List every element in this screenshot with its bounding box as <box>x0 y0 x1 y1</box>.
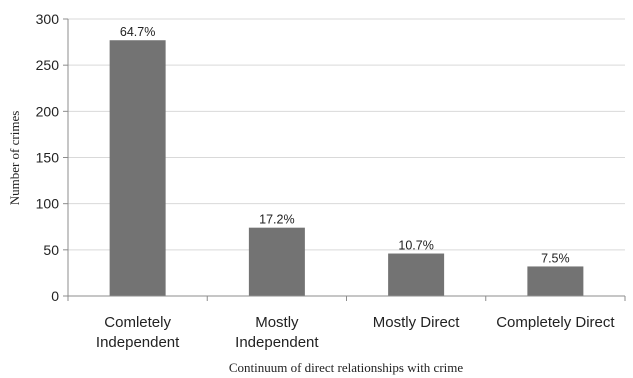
y-tick-label: 250 <box>36 57 60 73</box>
data-label: 17.2% <box>259 213 294 227</box>
data-label: 64.7% <box>120 25 155 39</box>
bar <box>527 266 584 296</box>
x-tick-labels: Comletely Independent Mostly Independent Mos… <box>96 314 615 351</box>
x-tick-label: Comletely Independent <box>96 314 180 351</box>
y-tick-label: 300 <box>36 11 60 27</box>
x-tick-label: Completely Direct <box>496 314 615 331</box>
y-tick-label: 200 <box>36 103 60 119</box>
data-labels: 64.7% 17.2% 10.7% 7.5% <box>120 25 570 265</box>
y-axis-title: Number of crimes <box>7 111 22 206</box>
y-tick-label: 50 <box>43 242 59 258</box>
bar <box>109 40 166 297</box>
data-label: 10.7% <box>398 239 433 253</box>
y-tick-label: 150 <box>36 150 60 166</box>
bar <box>388 253 445 296</box>
bar <box>248 227 305 296</box>
x-axis-title: Continuum of direct relationships with c… <box>229 360 464 375</box>
y-tick-label: 100 <box>36 196 60 212</box>
data-label: 7.5% <box>541 251 570 265</box>
x-tick-label: Mostly Independent <box>235 314 319 351</box>
y-tick-labels: 0 50 100 150 200 250 300 <box>36 11 60 304</box>
axes <box>63 18 626 301</box>
y-tick-label: 0 <box>51 288 59 304</box>
bars <box>109 40 584 297</box>
x-tick-label: Mostly Direct <box>373 314 461 331</box>
